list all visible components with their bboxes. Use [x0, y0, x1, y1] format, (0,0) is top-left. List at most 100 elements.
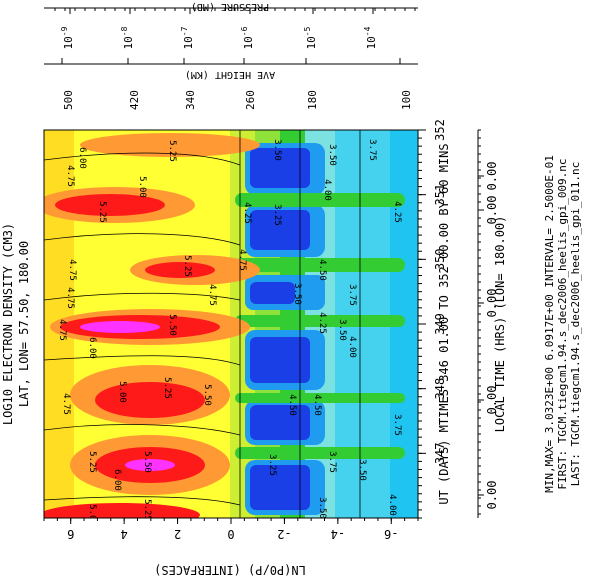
lt-axis-label: LOCAL TIME (HRS) (LON= 180.00) [493, 216, 507, 433]
ut-tick-label: 349 [433, 313, 447, 335]
ut-tick-label: 351 [433, 184, 447, 206]
height-tick-label: 420 [128, 90, 141, 110]
height-ticks: 500 420 340 260 180 100 [61, 58, 413, 110]
contour-label: 3.75 [392, 414, 402, 436]
ut-tick-label: 348 [433, 378, 447, 400]
contour-label: 4.25 [242, 202, 252, 224]
contour-value-labels: 6.00 5.25 3.50 3.50 3.75 5.00 4.75 4.00 … [57, 139, 402, 526]
contour-label: 5.00 [87, 504, 97, 526]
contour-label: 4.75 [65, 287, 75, 309]
lt-axis: 0.00 0.00 0.00 0.00 0.00 LOCAL TIME (HRS) (L… [477, 129, 507, 518]
contour-label: 4.75 [67, 259, 77, 281]
lnp-axis: 6 4 2 0 -2 -4 -6 LN(P0/P) (INTERFACES) [43, 517, 419, 577]
contour-label: 3.50 [327, 144, 337, 166]
contour-label: 4.50 [312, 394, 322, 416]
ut-ticks: 347 348 349 350 351 352 [417, 119, 447, 519]
contour-label: 3.50 [317, 497, 327, 519]
lnp-tick-label: 6 [67, 527, 74, 541]
contour-label: 4.25 [392, 201, 402, 223]
lnp-axis-label: LN(P0/P) (INTERFACES) [154, 563, 306, 577]
contour-lines [44, 130, 361, 518]
footer-last: LAST: TGCM.tiegcm1.94.s_dec2006_heelis_g… [569, 162, 582, 487]
contour-label: 3.75 [367, 139, 377, 161]
lnp-tick-label: 0 [227, 527, 234, 541]
pressure-tick-label: 10-7 [180, 26, 195, 49]
height-tick-label: 260 [244, 90, 257, 110]
blue-blocks [245, 143, 325, 515]
contour-label: 5.25 [87, 451, 97, 473]
height-tick-label: 340 [184, 90, 197, 110]
ut-axis-label: UT (DAYS) MTIMES 346 01.00 TO 352 00.00 … [437, 143, 451, 504]
height-axis-label: AVE HEIGHT (KM) [185, 69, 275, 80]
footer-minmax: MIN,MAX= 3.0323E+00 6.0917E+00 INTERVAL=… [543, 155, 556, 493]
lt-tick-label: 0.00 [485, 196, 499, 225]
ut-tick-label: 347 [433, 442, 447, 464]
contour-label: 4.75 [61, 393, 71, 415]
contour-label: 4.00 [347, 336, 357, 358]
contour-label: 4.75 [65, 165, 75, 187]
footer-first: FIRST: TGCM.tiegcm1.94.s_dec2006_heelis_… [556, 158, 569, 489]
pressure-tick-label: 10-4 [363, 26, 378, 49]
contour-label: 5.50 [202, 384, 212, 406]
contour-label: 5.00 [137, 176, 147, 198]
ut-axis: 347 348 349 350 351 352 UT (DAYS) MTIMES 346 … [417, 119, 451, 519]
contour-label: 3.25 [267, 454, 277, 476]
contour-label: 5.00 [117, 381, 127, 403]
contour-label: 4.50 [317, 259, 327, 281]
contour-label: 4.75 [207, 284, 217, 306]
pressure-tick-label: 10-9 [60, 26, 75, 49]
contour-label: 4.00 [387, 494, 397, 516]
height-axis: 500 420 340 260 180 100 AVE HEIGHT (KM) [44, 58, 418, 110]
contour-label: 6.00 [112, 469, 122, 491]
contour-label: 3.75 [347, 284, 357, 306]
lnp-tick-label: -2 [277, 527, 291, 541]
contour-label: 6.00 [87, 337, 97, 359]
contour-label: 5.50 [142, 451, 152, 473]
lt-tick-label: 0.00 [485, 162, 499, 191]
lnp-ticks: 6 4 2 0 -2 -4 -6 [43, 518, 419, 541]
lnp-tick-label: -6 [384, 527, 398, 541]
chart-subtitle: LAT, LON= 57.50, 180.00 [17, 241, 31, 407]
contour-label: 5.25 [182, 255, 192, 277]
contour-label: 5.25 [97, 201, 107, 223]
contour-label: 4.75 [57, 319, 67, 341]
height-tick-label: 500 [62, 90, 75, 110]
contour-label: 3.50 [272, 139, 282, 161]
contour-label: 5.25 [142, 499, 152, 521]
contour-label: 3.75 [327, 451, 337, 473]
high-density-cores [44, 133, 260, 518]
pressure-tick-label: 10-6 [240, 26, 255, 49]
lt-ticks: 0.00 0.00 0.00 0.00 0.00 [477, 129, 499, 518]
contour-label: 3.50 [357, 459, 367, 481]
pressure-axis: 10-9 10-8 10-7 10-6 10-5 10-4 PRESSURE (MB) [44, 1, 418, 49]
contour-label: 3.50 [337, 319, 347, 341]
contour-label: 5.25 [167, 140, 177, 162]
contour-label: 5.25 [162, 377, 172, 399]
contour-plot: 6.00 5.25 3.50 3.50 3.75 5.00 4.75 4.00 … [44, 130, 418, 526]
contour-label: 5.50 [167, 314, 177, 336]
contour-label: 3.50 [292, 283, 302, 305]
lnp-tick-label: -4 [331, 527, 345, 541]
lnp-tick-label: 2 [174, 527, 181, 541]
lnp-tick-label: 4 [121, 527, 128, 541]
lt-tick-label: 0.00 [485, 289, 499, 318]
contour-label: 4.75 [237, 249, 247, 271]
contour-label: 4.50 [287, 394, 297, 416]
contour-label: 4.25 [317, 312, 327, 334]
height-tick-label: 180 [306, 90, 319, 110]
contour-label: 3.25 [272, 204, 282, 226]
lt-tick-label: 0.00 [485, 386, 499, 415]
pressure-tick-label: 10-8 [120, 26, 135, 49]
contour-label: 4.00 [322, 179, 332, 201]
green-ridges [235, 193, 405, 459]
lt-tick-label: 0.00 [485, 481, 499, 510]
pressure-tick-label: 10-5 [303, 26, 318, 49]
pressure-axis-label: PRESSURE (MB) [191, 1, 269, 12]
chart-title: LOG10 ELECTRON DENSITY (CM3) [1, 223, 15, 425]
height-tick-label: 100 [400, 90, 413, 110]
contour-label: 6.00 [77, 147, 87, 169]
ut-tick-label: 350 [433, 248, 447, 270]
pressure-ticks: 10-9 10-8 10-7 10-6 10-5 10-4 [54, 8, 416, 49]
ut-tick-label: 352 [433, 119, 447, 141]
